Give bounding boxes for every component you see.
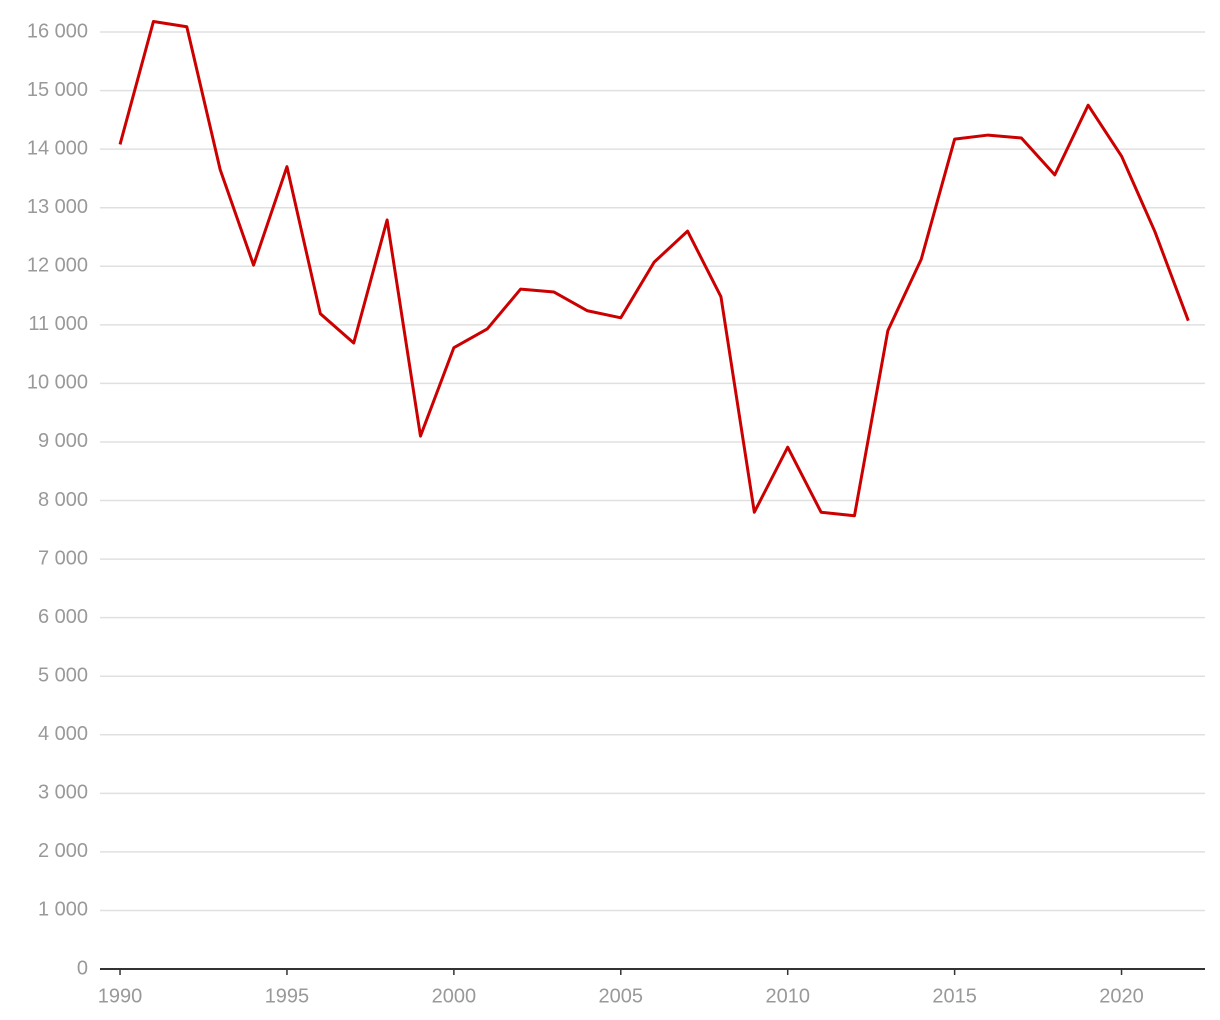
y-tick-label: 8 000: [38, 489, 88, 511]
y-tick-label: 0: [77, 957, 88, 979]
x-tick-label: 2015: [932, 985, 977, 1007]
y-tick-label: 12 000: [27, 255, 88, 277]
x-tick-label: 2010: [765, 985, 810, 1007]
y-tick-label: 15 000: [27, 79, 88, 101]
data-line: [118, 19, 1190, 518]
y-tick-label: 10 000: [27, 372, 88, 394]
x-tick-label: 2005: [599, 985, 644, 1007]
y-tick-label: 9 000: [38, 430, 88, 452]
y-tick-label: 13 000: [27, 196, 88, 218]
x-tick-label: 2020: [1099, 985, 1144, 1007]
y-tick-label: 7 000: [38, 547, 88, 569]
x-tick-label: 1995: [265, 985, 310, 1007]
y-tick-label: 3 000: [38, 782, 88, 804]
y-tick-label: 1 000: [38, 899, 88, 921]
y-tick-label: 2 000: [38, 840, 88, 862]
y-tick-label: 16 000: [27, 20, 88, 42]
y-tick-label: 4 000: [38, 723, 88, 745]
x-tick-label: 1990: [98, 985, 143, 1007]
y-tick-label: 5 000: [38, 664, 88, 686]
y-tick-label: 14 000: [27, 137, 88, 159]
x-tick-label: 2000: [432, 985, 477, 1007]
y-tick-label: 6 000: [38, 606, 88, 628]
y-tick-label: 11 000: [28, 313, 88, 335]
